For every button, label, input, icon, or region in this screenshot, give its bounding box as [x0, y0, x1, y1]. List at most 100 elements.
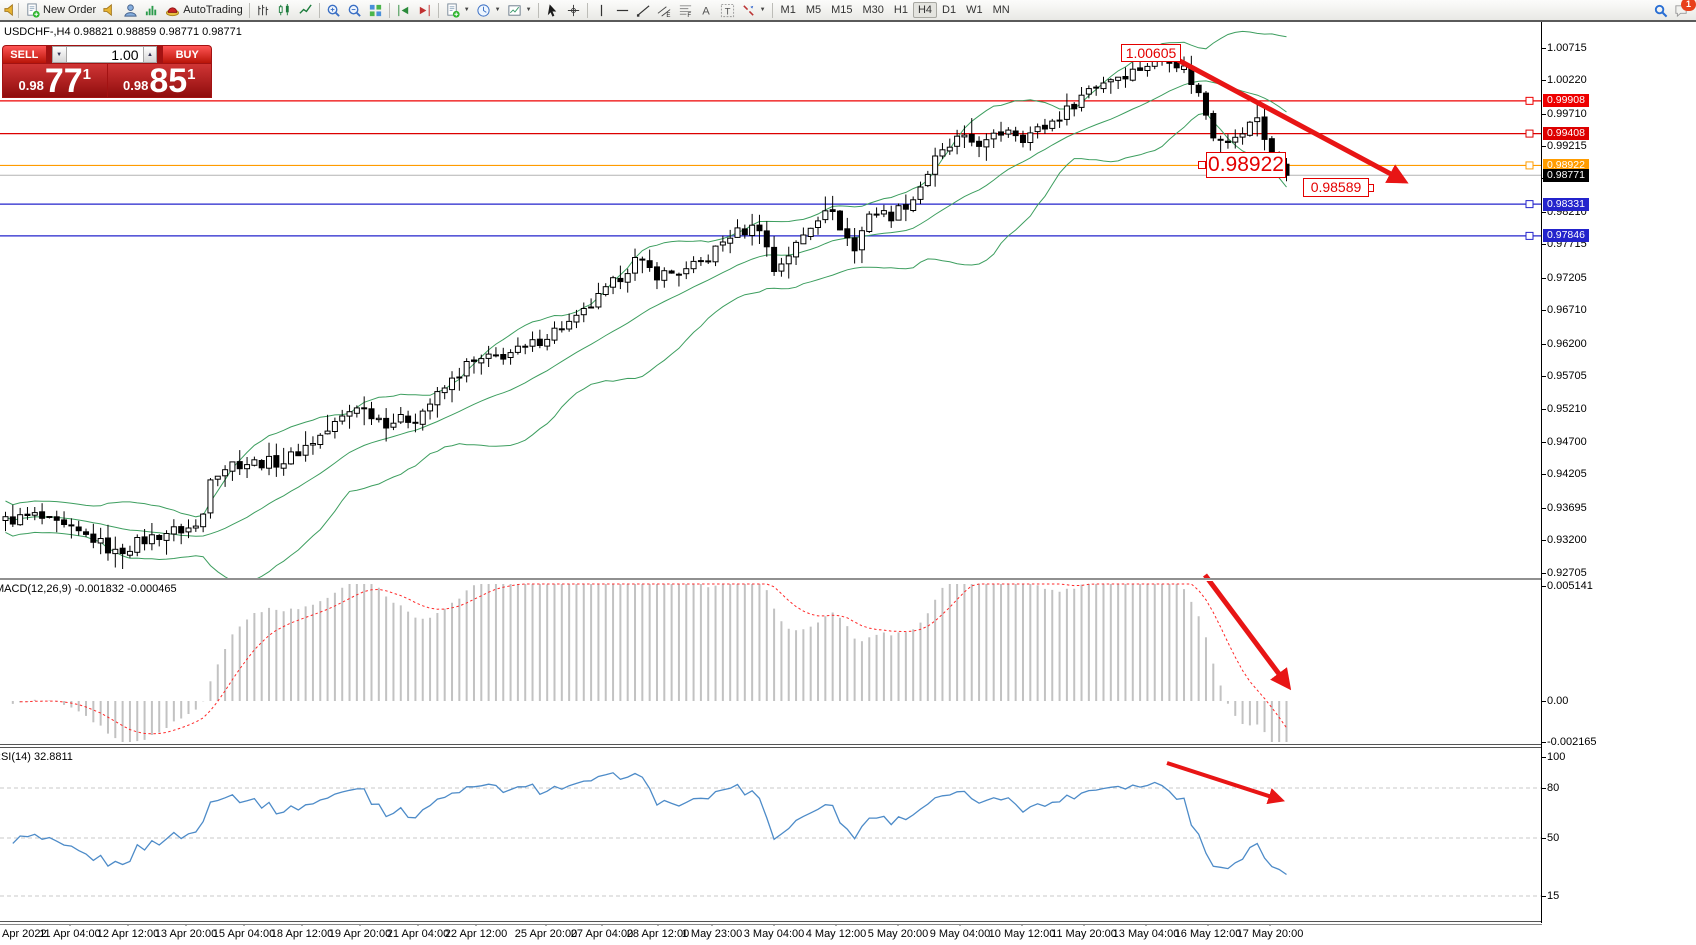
- auto-scroll-icon[interactable]: [393, 1, 414, 19]
- candle: [39, 511, 46, 519]
- dropdown-caret-icon: ▼: [525, 7, 532, 13]
- timeframe-mn[interactable]: MN: [992, 4, 1010, 16]
- candle: [280, 463, 287, 469]
- bar-chart-icon[interactable]: [253, 1, 274, 19]
- candlestick-chart-icon[interactable]: [274, 1, 295, 19]
- fibonacci-icon[interactable]: F: [675, 1, 696, 19]
- timeframe-m15[interactable]: M15: [831, 4, 853, 16]
- date-axis-label: 18 Apr 12:00: [270, 928, 334, 940]
- timeframe-w1[interactable]: W1: [966, 4, 983, 16]
- candle: [148, 534, 155, 545]
- candle: [427, 403, 434, 412]
- timeframe-d1[interactable]: D1: [942, 4, 957, 16]
- autotrading-button[interactable]: AutoTrading: [162, 1, 246, 19]
- candle: [9, 516, 16, 525]
- price-callout[interactable]: 0.98922: [1206, 152, 1286, 178]
- auto-scroll-icon: [396, 3, 411, 18]
- horizontal-line-icon[interactable]: [612, 1, 633, 19]
- timeframe-m1[interactable]: M1: [780, 4, 796, 16]
- timeframe-h4[interactable]: H4: [912, 2, 938, 18]
- candle: [419, 410, 426, 425]
- line-chart-icon[interactable]: [295, 1, 316, 19]
- candle: [156, 535, 163, 540]
- arrows-icon[interactable]: ▼: [738, 1, 769, 19]
- rsi-axis-label: 100: [1541, 751, 1566, 763]
- macd-pane-separator[interactable]: [0, 578, 1542, 581]
- price-callout[interactable]: 0.98589: [1303, 178, 1369, 197]
- trend-arrow[interactable]: [1176, 57, 1409, 184]
- price-callout[interactable]: 1.00605: [1121, 44, 1181, 62]
- candle: [53, 516, 60, 521]
- candle: [412, 421, 419, 424]
- price-axis-tick: 0.99215: [1542, 140, 1587, 152]
- templates-icon[interactable]: ▼: [504, 1, 535, 19]
- cursor-icon[interactable]: [542, 1, 563, 19]
- search-button[interactable]: [1650, 1, 1671, 19]
- market-watch-icon[interactable]: [120, 1, 141, 19]
- candle: [112, 548, 119, 555]
- publisher-icon[interactable]: [99, 1, 120, 19]
- volume-increase-button[interactable]: ▲: [142, 46, 158, 63]
- sell-button[interactable]: SELL: [3, 46, 46, 63]
- volume-input[interactable]: [66, 46, 143, 63]
- profiles-icon[interactable]: ▼: [473, 1, 504, 19]
- autotrading-icon: [165, 3, 180, 18]
- candle: [1063, 105, 1070, 120]
- zoom-in-icon[interactable]: [323, 1, 344, 19]
- timeframe-m5[interactable]: M5: [805, 4, 822, 16]
- zoom-out-icon[interactable]: [344, 1, 365, 19]
- trendline-icon[interactable]: [633, 1, 654, 19]
- vertical-line-icon[interactable]: [591, 1, 612, 19]
- candle: [485, 353, 492, 359]
- clipped-icon[interactable]: [0, 1, 15, 19]
- tile-windows-icon[interactable]: [365, 1, 386, 19]
- dropdown-caret-icon: ▼: [463, 7, 470, 13]
- signals-icon[interactable]: [141, 1, 162, 19]
- buy-price-display[interactable]: 0.98 85 1: [107, 64, 211, 98]
- candle: [646, 260, 653, 269]
- candle: [214, 475, 221, 480]
- candle: [1173, 61, 1180, 69]
- chart-shift-icon[interactable]: [414, 1, 435, 19]
- candle: [1034, 126, 1041, 133]
- candle: [602, 286, 609, 296]
- date-axis-label: 11 May 20:00: [1051, 928, 1117, 940]
- new-chart-icon[interactable]: ▼: [442, 1, 473, 19]
- candle: [119, 547, 126, 555]
- signals-icon: [144, 3, 159, 18]
- text-label-icon[interactable]: T: [717, 1, 738, 19]
- volume-decrease-button[interactable]: ▼: [51, 46, 67, 63]
- new-chart-icon: [445, 2, 460, 18]
- timeframe-h1[interactable]: H1: [893, 4, 908, 16]
- candle: [178, 526, 185, 534]
- candle: [873, 213, 880, 216]
- chat-button[interactable]: 1: [1671, 0, 1696, 19]
- new-order-button[interactable]: New Order: [22, 1, 99, 19]
- candle: [1144, 65, 1151, 72]
- price-axis-tick: 0.96710: [1542, 304, 1587, 316]
- trend-arrow[interactable]: [1202, 573, 1292, 691]
- macd-axis-label: 0.00: [1541, 695, 1569, 707]
- price-axis-tick: 0.93695: [1542, 502, 1587, 514]
- horizontal-line-icon: [615, 3, 630, 18]
- timeframe-m30[interactable]: M30: [862, 4, 884, 16]
- candlestick-chart-icon: [277, 3, 292, 18]
- trend-arrow[interactable]: [1166, 761, 1285, 805]
- candle: [1224, 140, 1231, 143]
- date-axis-label: 5 May 20:00: [867, 928, 929, 940]
- candle: [1137, 67, 1144, 71]
- sell-price-display[interactable]: 0.98 77 1: [3, 64, 107, 98]
- templates-icon: [507, 3, 522, 18]
- rsi-pane-separator[interactable]: [0, 744, 1542, 748]
- toolbar-separator: [388, 2, 390, 18]
- chart-title: USDCHF-,H4 0.98821 0.98859 0.98771 0.987…: [4, 26, 242, 38]
- text-icon[interactable]: A: [696, 1, 717, 19]
- line-anchor-square: [1525, 231, 1534, 240]
- crosshair-icon[interactable]: [563, 1, 584, 19]
- candle: [1056, 119, 1063, 122]
- line-anchor-square: [1525, 200, 1534, 209]
- buy-button[interactable]: BUY: [163, 46, 212, 63]
- candle: [1071, 103, 1078, 110]
- equidistant-channel-icon[interactable]: E: [654, 1, 675, 19]
